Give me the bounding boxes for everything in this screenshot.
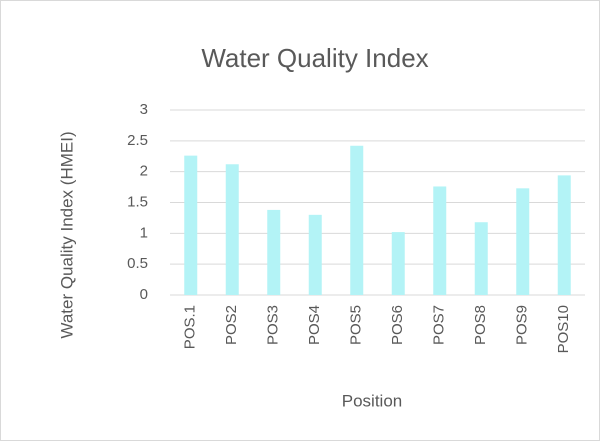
x-tick-label: POS8: [472, 305, 489, 345]
y-tick-label: 0: [140, 286, 148, 303]
bar: [474, 222, 488, 295]
bar: [433, 186, 447, 295]
x-tick-label: POS9: [514, 305, 531, 345]
x-tick-label: POS6: [389, 305, 406, 345]
x-tick-label: POS5: [348, 305, 365, 345]
y-tick-label: 1: [140, 224, 148, 241]
bar: [557, 175, 571, 295]
x-axis-title: Position: [342, 391, 402, 410]
bar: [516, 188, 530, 295]
bar: [184, 155, 198, 295]
y-tick-label: 0.5: [127, 255, 148, 272]
x-tick-label: POS7: [431, 305, 448, 345]
bar: [308, 214, 322, 295]
x-tick-label: POS.1: [182, 305, 199, 349]
x-tick-label: POS2: [223, 305, 240, 345]
y-tick-label: 3: [140, 101, 148, 118]
y-tick-label: 2.5: [127, 132, 148, 149]
bar: [225, 164, 239, 295]
y-axis-title: Water Quality Index (HMEI): [57, 131, 76, 338]
x-tick-label: POS10: [555, 305, 572, 353]
y-tick-label: 2: [140, 163, 148, 180]
x-tick-label: POS3: [265, 305, 282, 345]
bar: [267, 209, 281, 295]
x-tick-label: POS4: [306, 305, 323, 345]
y-tick-label: 1.5: [127, 193, 148, 210]
bar: [350, 145, 364, 295]
bar: [391, 232, 405, 295]
chart-title: Water Quality Index: [201, 43, 428, 73]
